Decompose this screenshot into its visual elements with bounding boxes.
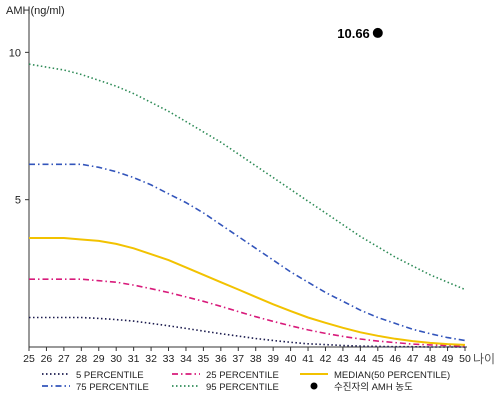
legend-point-marker [310, 382, 318, 390]
x-tick-label: 49 [442, 353, 454, 365]
legend-label: 5 PERCENTILE [76, 370, 144, 381]
x-tick-label: 30 [110, 353, 122, 365]
y-tick-label: 5 [15, 195, 21, 207]
x-tick-label: 36 [215, 353, 227, 365]
patient-point-marker [372, 27, 383, 38]
x-tick-label: 40 [285, 353, 297, 365]
x-tick-label: 41 [302, 353, 314, 365]
x-tick-label: 34 [180, 353, 192, 365]
x-tick-label: 45 [372, 353, 384, 365]
x-tick-label: 50 [459, 353, 471, 365]
series-line [29, 316, 465, 348]
chart-axes: AMH(ng/ml) 5 10 25 26 27 28 29 30 31 32 33 34 35 36 37 3… [6, 5, 495, 366]
x-tick-label: 31 [128, 353, 140, 365]
x-axis-unit: 나이 [473, 352, 495, 366]
x-tick-label: 37 [232, 353, 244, 365]
y-tick-label: 10 [9, 47, 21, 59]
series-line [29, 278, 466, 347]
x-tick-label: 32 [145, 353, 157, 365]
y-axis-title: AMH(ng/ml) [6, 5, 65, 17]
x-tick-label: 43 [337, 353, 349, 365]
x-tick-label: 44 [355, 353, 367, 365]
x-tick-label: 42 [320, 353, 332, 365]
x-tick-label: 27 [58, 353, 70, 365]
x-tick-label: 25 [23, 353, 35, 365]
x-tick-label: 39 [267, 353, 279, 365]
legend-point-label: 수진자의 AMH 농도 [334, 382, 413, 393]
x-tick-label: 38 [250, 353, 262, 365]
x-tick-label: 46 [389, 353, 401, 365]
legend-label: 25 PERCENTILE [206, 370, 279, 381]
series-line [28, 63, 466, 291]
legend-label: 95 PERCENTILE [206, 382, 279, 393]
x-tick-label: 28 [75, 353, 87, 365]
legend-label: 75 PERCENTILE [76, 382, 149, 393]
series-line [29, 237, 466, 346]
patient-point: 10.66 [337, 26, 383, 41]
x-tick-label: 26 [41, 353, 53, 365]
x-tick-label: 47 [407, 353, 419, 365]
x-tick-label: 48 [424, 353, 436, 365]
x-tick-label: 33 [163, 353, 175, 365]
x-tick-label: 35 [198, 353, 210, 365]
chart-series [28, 63, 466, 348]
patient-point-label: 10.66 [337, 26, 370, 41]
legend-label: MEDIAN(50 PERCENTILE) [334, 370, 450, 381]
x-tick-label: 29 [93, 353, 105, 365]
series-line [29, 163, 466, 342]
